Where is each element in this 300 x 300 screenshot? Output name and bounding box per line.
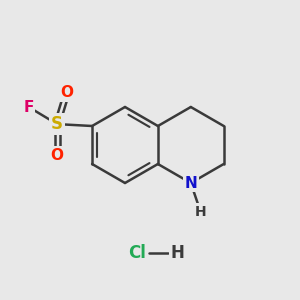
Text: H: H <box>170 244 184 262</box>
Text: N: N <box>184 176 197 190</box>
Text: S: S <box>51 115 63 133</box>
Text: H: H <box>195 205 207 219</box>
Text: O: O <box>51 148 64 163</box>
Text: F: F <box>23 100 34 115</box>
Text: O: O <box>60 85 73 100</box>
Text: Cl: Cl <box>128 244 146 262</box>
